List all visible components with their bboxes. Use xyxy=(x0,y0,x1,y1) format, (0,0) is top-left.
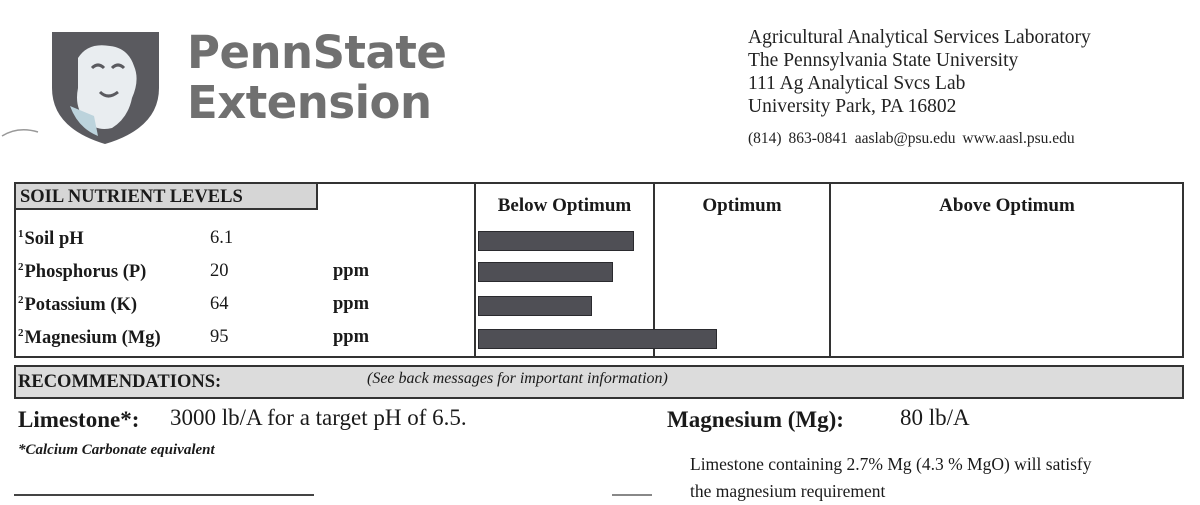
divider-line xyxy=(14,494,314,496)
nutrient-unit: ppm xyxy=(333,261,369,281)
address-line: Agricultural Analytical Services Laborat… xyxy=(748,27,1091,48)
footnote-marker: 2 xyxy=(18,327,24,339)
column-header-above-optimum: Above Optimum xyxy=(939,195,1075,216)
nutrient-label: 2Potassium (K) xyxy=(18,294,137,316)
magnesium-recommendation: 80 lb/A xyxy=(900,405,970,430)
brand-wordmark: PennState Extension xyxy=(187,26,447,129)
level-bar-magnesium xyxy=(478,329,717,349)
address-line: 111 Ag Analytical Svcs Lab xyxy=(748,73,966,94)
section-title-box: SOIL NUTRIENT LEVELS xyxy=(16,184,318,210)
limestone-label: Limestone*: xyxy=(18,407,140,432)
footnote-marker: 1 xyxy=(18,228,24,240)
divider-line xyxy=(612,494,652,496)
magnesium-note-line: the magnesium requirement xyxy=(690,481,886,501)
footnote-marker: 2 xyxy=(18,294,24,306)
recommendations-band xyxy=(14,365,1184,399)
level-bar-soil-ph xyxy=(478,231,634,251)
nutrient-name: Soil pH xyxy=(24,229,84,249)
lab-address: Agricultural Analytical Services Laborat… xyxy=(748,26,1091,118)
nutrient-unit: ppm xyxy=(333,294,369,314)
nutrient-levels-table xyxy=(14,182,1184,358)
level-bar-potassium xyxy=(478,296,592,316)
recommendations-title: RECOMMENDATIONS: xyxy=(18,372,222,392)
column-divider xyxy=(474,182,476,358)
address-line: University Park, PA 16802 xyxy=(748,96,957,117)
limestone-footnote: *Calcium Carbonate equivalent xyxy=(18,442,215,458)
paper-edge-mark xyxy=(1,129,39,137)
nutrient-name: Phosphorus (P) xyxy=(24,262,147,282)
level-bar-phosphorus xyxy=(478,262,613,282)
lab-contact: (814) 863-0841 aaslab@psu.edu www.aasl.p… xyxy=(748,130,1075,147)
nutrient-name: Potassium (K) xyxy=(24,295,138,315)
nutrient-value: 6.1 xyxy=(210,228,234,248)
column-divider xyxy=(829,182,831,358)
nutrient-label: 2Magnesium (Mg) xyxy=(18,327,161,349)
limestone-recommendation: 3000 lb/A for a target pH of 6.5. xyxy=(170,405,467,430)
section-title: SOIL NUTRIENT LEVELS xyxy=(20,187,243,207)
nutrient-value: 20 xyxy=(210,261,229,281)
column-divider xyxy=(653,182,655,358)
address-line: The Pennsylvania State University xyxy=(748,50,1019,71)
brand-line2: Extension xyxy=(187,76,432,129)
recommendations-note: (See back messages for important informa… xyxy=(367,370,668,387)
nutrient-label: 1Soil pH xyxy=(18,228,84,250)
nutrient-unit: ppm xyxy=(333,327,369,347)
column-header-below-optimum: Below Optimum xyxy=(497,195,632,216)
magnesium-note: Limestone containing 2.7% Mg (4.3 % MgO)… xyxy=(690,451,1091,505)
nutrient-label: 2Phosphorus (P) xyxy=(18,261,146,283)
nutrient-name: Magnesium (Mg) xyxy=(24,328,161,348)
penn-state-shield-logo xyxy=(52,32,159,144)
magnesium-note-line: Limestone containing 2.7% Mg (4.3 % MgO)… xyxy=(690,454,1092,474)
nutrient-value: 64 xyxy=(210,294,229,314)
footnote-marker: 2 xyxy=(18,261,24,273)
nutrient-value: 95 xyxy=(210,327,229,347)
brand-line1: PennState xyxy=(187,26,447,79)
column-header-optimum: Optimum xyxy=(702,195,782,216)
magnesium-label: Magnesium (Mg): xyxy=(667,407,844,432)
